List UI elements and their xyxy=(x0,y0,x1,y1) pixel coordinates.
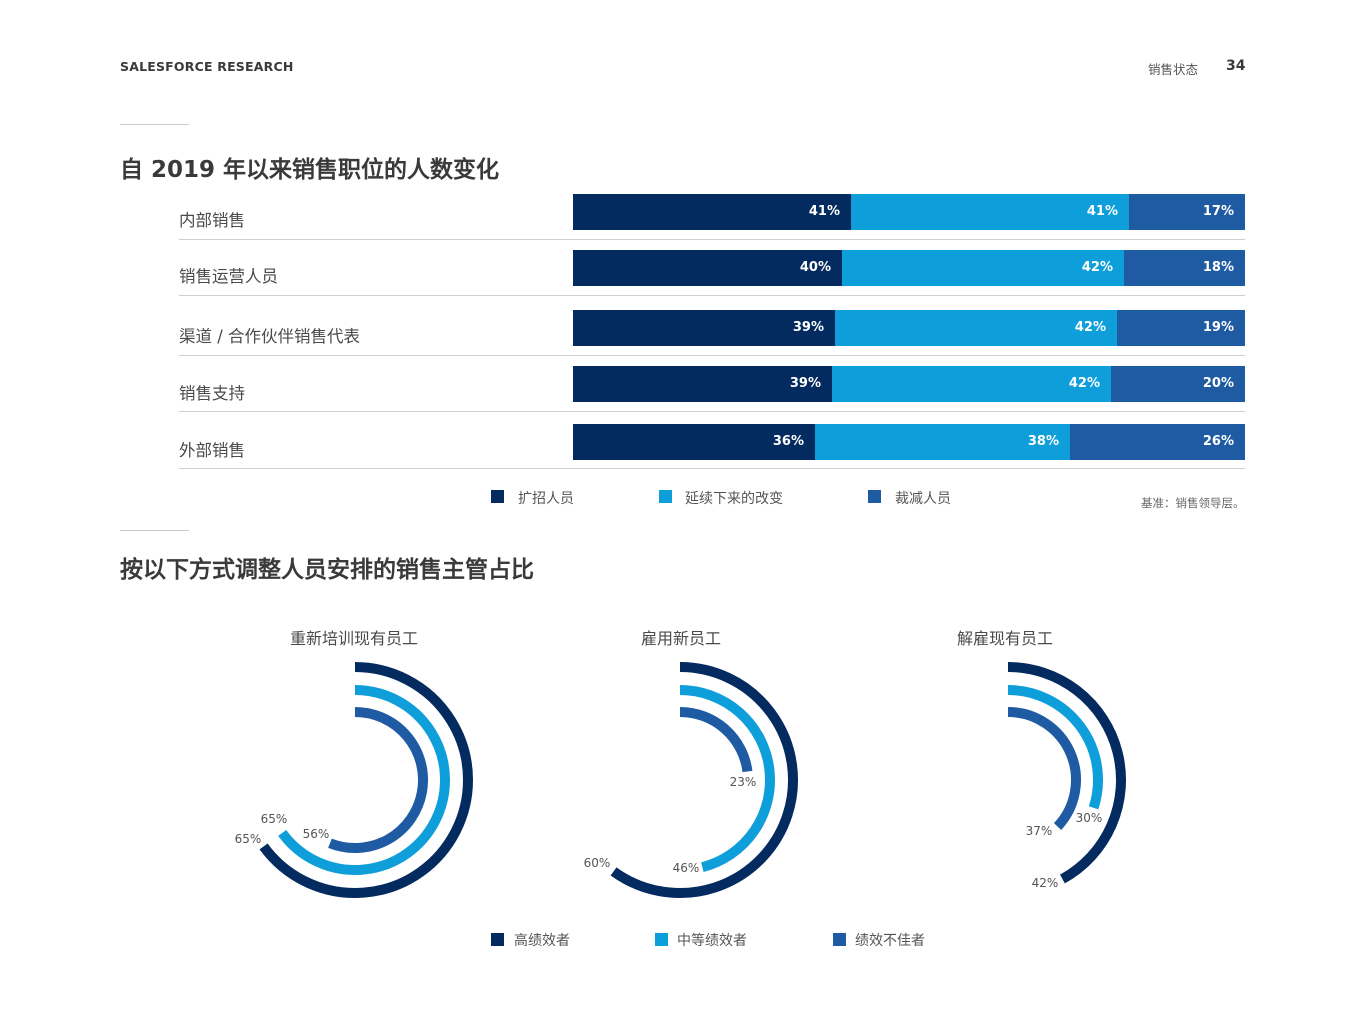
page-number: 34 xyxy=(1226,58,1246,74)
radial-value-label: 65% xyxy=(235,832,262,846)
bar-value-label: 18% xyxy=(1202,260,1234,275)
base-note: 基准：销售领导层。 xyxy=(1141,496,1245,510)
row-divider xyxy=(179,411,1245,412)
radial-title-fire: 解雇现有员工 xyxy=(957,629,1054,648)
stacked-bar: 41% 41% 17% xyxy=(573,194,1245,230)
bar-segment: 18% xyxy=(1124,250,1245,286)
bar-value-label: 38% xyxy=(1027,434,1059,449)
bar-chart-title: 自 2019 年以来销售职位的人数变化 xyxy=(120,157,500,183)
bar-segment: 42% xyxy=(835,310,1117,346)
radial-arc xyxy=(679,685,775,873)
radial-arc xyxy=(328,707,428,853)
stacked-bar: 39% 42% 19% xyxy=(573,310,1245,346)
bar-value-label: 41% xyxy=(808,204,840,219)
radial-value-label: 60% xyxy=(584,856,611,870)
bar-category-label: 内部销售 xyxy=(179,211,245,230)
bar-segment: 26% xyxy=(1070,424,1245,460)
row-divider xyxy=(179,295,1245,296)
legend-label-same: 延续下来的改变 xyxy=(685,491,783,507)
bar-segment: 42% xyxy=(842,250,1124,286)
section-name: 销售状态 xyxy=(1148,62,1199,77)
stacked-bar: 36% 38% 26% xyxy=(573,424,1245,460)
bar-segment: 36% xyxy=(573,424,815,460)
row-divider xyxy=(179,239,1245,240)
bar-category-label: 外部销售 xyxy=(179,441,245,460)
bar-category-label: 销售支持 xyxy=(179,384,245,403)
bar-category-label: 渠道 / 合作伙伴销售代表 xyxy=(179,327,361,346)
bar-value-label: 42% xyxy=(1081,260,1113,275)
legend-label-low: 绩效不佳者 xyxy=(855,933,925,949)
bar-segment: 40% xyxy=(573,250,842,286)
radial-title-retrain: 重新培训现有员工 xyxy=(290,629,419,648)
bar-value-label: 40% xyxy=(799,260,831,275)
bar-value-label: 19% xyxy=(1202,320,1234,335)
bar-value-label: 42% xyxy=(1074,320,1106,335)
legend-label-high: 高绩效者 xyxy=(514,933,570,949)
radial-arc xyxy=(259,662,473,898)
radial-value-label: 42% xyxy=(1032,876,1059,890)
bar-category-label: 销售运营人员 xyxy=(179,267,278,286)
legend-swatch-reduce xyxy=(868,490,881,503)
radial-arc xyxy=(610,662,798,898)
bar-value-label: 36% xyxy=(772,434,804,449)
radial-arc xyxy=(1007,662,1126,884)
stacked-bar: 39% 42% 20% xyxy=(573,366,1245,402)
radial-arc xyxy=(1007,707,1081,830)
bar-segment: 20% xyxy=(1111,366,1245,402)
bar-segment: 17% xyxy=(1129,194,1245,230)
bar-segment: 38% xyxy=(815,424,1070,460)
legend-swatch-low xyxy=(833,933,846,946)
row-divider xyxy=(179,468,1245,469)
section-divider xyxy=(120,530,189,531)
section-divider xyxy=(120,124,189,125)
bar-value-label: 39% xyxy=(789,376,821,391)
legend-label-reduce: 裁减人员 xyxy=(895,491,951,507)
radial-value-label: 30% xyxy=(1076,811,1103,825)
radial-value-label: 23% xyxy=(730,775,757,789)
radial-value-label: 65% xyxy=(261,812,288,826)
bar-value-label: 17% xyxy=(1202,204,1234,219)
bar-value-label: 41% xyxy=(1086,204,1118,219)
bar-value-label: 39% xyxy=(792,320,824,335)
bar-segment: 42% xyxy=(832,366,1111,402)
stacked-bar: 40% 42% 18% xyxy=(573,250,1245,286)
bar-value-label: 20% xyxy=(1202,376,1234,391)
legend-label-expand: 扩招人员 xyxy=(518,491,574,507)
bar-value-label: 42% xyxy=(1068,376,1100,391)
radial-arc xyxy=(1007,685,1103,810)
row-divider xyxy=(179,355,1245,356)
bar-segment: 19% xyxy=(1117,310,1245,346)
radial-value-label: 46% xyxy=(673,861,700,875)
radial-arc xyxy=(679,707,753,773)
bar-segment: 39% xyxy=(573,366,832,402)
radial-arc xyxy=(278,685,450,875)
radial-chart-title: 按以下方式调整人员安排的销售主管占比 xyxy=(120,557,534,583)
radial-title-hire: 雇用新员工 xyxy=(641,629,722,648)
bar-segment: 41% xyxy=(573,194,851,230)
bar-value-label: 26% xyxy=(1202,434,1234,449)
bar-segment: 39% xyxy=(573,310,835,346)
report-brand: SALESFORCE RESEARCH xyxy=(120,59,294,74)
radial-value-label: 56% xyxy=(303,827,330,841)
radial-value-label: 37% xyxy=(1026,824,1053,838)
bar-segment: 41% xyxy=(851,194,1129,230)
legend-swatch-mid xyxy=(655,933,668,946)
legend-swatch-expand xyxy=(491,490,504,503)
legend-swatch-same xyxy=(659,490,672,503)
legend-swatch-high xyxy=(491,933,504,946)
legend-label-mid: 中等绩效者 xyxy=(677,933,747,949)
